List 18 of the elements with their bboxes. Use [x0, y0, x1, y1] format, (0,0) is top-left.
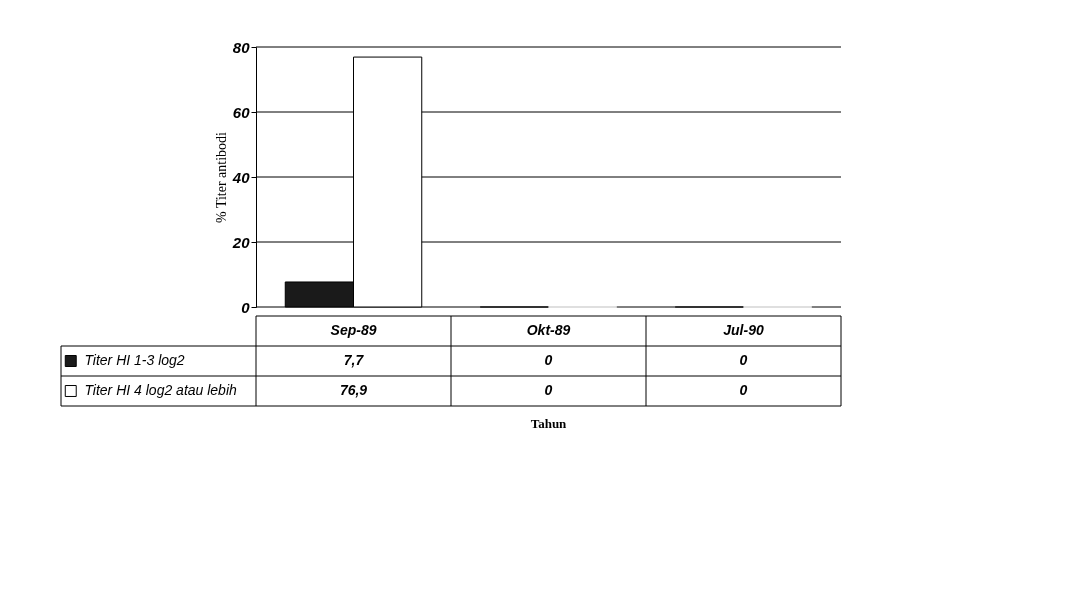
data-label: 7,7	[343, 352, 365, 368]
data-label: 0	[544, 382, 553, 398]
x-tick-label: Jul-90	[723, 322, 764, 338]
y-tick-label: 20	[231, 233, 251, 251]
data-label: 0	[739, 352, 748, 368]
x-tick-label: Sep-89	[330, 322, 377, 338]
data-label: 76,9	[339, 382, 368, 398]
text: Tahun	[530, 416, 568, 431]
data-label: 0	[544, 352, 553, 368]
y-tick-label: 60	[232, 103, 251, 121]
y-tick-label: 40	[231, 168, 251, 186]
y-axis-title: % Titer antibodi	[213, 131, 229, 224]
x-tick-label: Okt-89	[526, 322, 571, 338]
y-tick-label: 80	[232, 38, 251, 56]
legend-label: Titer HI 4 log2 atau lebih	[84, 382, 238, 398]
data-label: 0	[739, 382, 748, 398]
y-tick-label: 0	[241, 298, 251, 316]
legend-label: Titer HI 1-3 log2	[84, 352, 185, 368]
